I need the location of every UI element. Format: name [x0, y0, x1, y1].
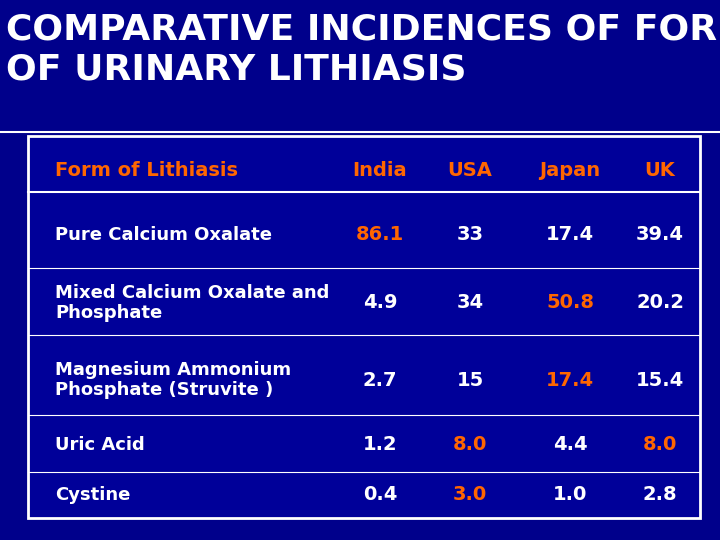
- Text: 3.0: 3.0: [453, 485, 487, 504]
- Text: 17.4: 17.4: [546, 370, 594, 389]
- Text: 4.9: 4.9: [363, 294, 397, 313]
- Text: 1.0: 1.0: [553, 485, 588, 504]
- Text: Form of Lithiasis: Form of Lithiasis: [55, 160, 238, 179]
- Text: 33: 33: [456, 226, 484, 245]
- FancyBboxPatch shape: [28, 136, 700, 518]
- Text: 20.2: 20.2: [636, 294, 684, 313]
- Text: 1.2: 1.2: [363, 435, 397, 455]
- Text: 17.4: 17.4: [546, 226, 594, 245]
- Text: Magnesium Ammonium
Phosphate (Struvite ): Magnesium Ammonium Phosphate (Struvite ): [55, 361, 291, 400]
- Text: UK: UK: [644, 160, 675, 179]
- Text: OF URINARY LITHIASIS: OF URINARY LITHIASIS: [6, 52, 467, 86]
- Text: 39.4: 39.4: [636, 226, 684, 245]
- Text: 86.1: 86.1: [356, 226, 404, 245]
- Text: Pure Calcium Oxalate: Pure Calcium Oxalate: [55, 226, 272, 244]
- Text: 15.4: 15.4: [636, 370, 684, 389]
- Text: 8.0: 8.0: [643, 435, 678, 455]
- Text: USA: USA: [448, 160, 492, 179]
- Text: 0.4: 0.4: [363, 485, 397, 504]
- Text: Uric Acid: Uric Acid: [55, 436, 145, 454]
- Text: 2.7: 2.7: [363, 370, 397, 389]
- Text: Cystine: Cystine: [55, 486, 130, 504]
- Text: COMPARATIVE INCIDENCES OF FORMS: COMPARATIVE INCIDENCES OF FORMS: [6, 12, 720, 46]
- Text: 2.8: 2.8: [643, 485, 678, 504]
- Text: 15: 15: [456, 370, 484, 389]
- Text: Japan: Japan: [539, 160, 600, 179]
- Text: Mixed Calcium Oxalate and
Phosphate: Mixed Calcium Oxalate and Phosphate: [55, 284, 329, 322]
- Text: 50.8: 50.8: [546, 294, 594, 313]
- Text: India: India: [353, 160, 408, 179]
- Text: 4.4: 4.4: [553, 435, 588, 455]
- Text: 34: 34: [456, 294, 484, 313]
- Text: 8.0: 8.0: [453, 435, 487, 455]
